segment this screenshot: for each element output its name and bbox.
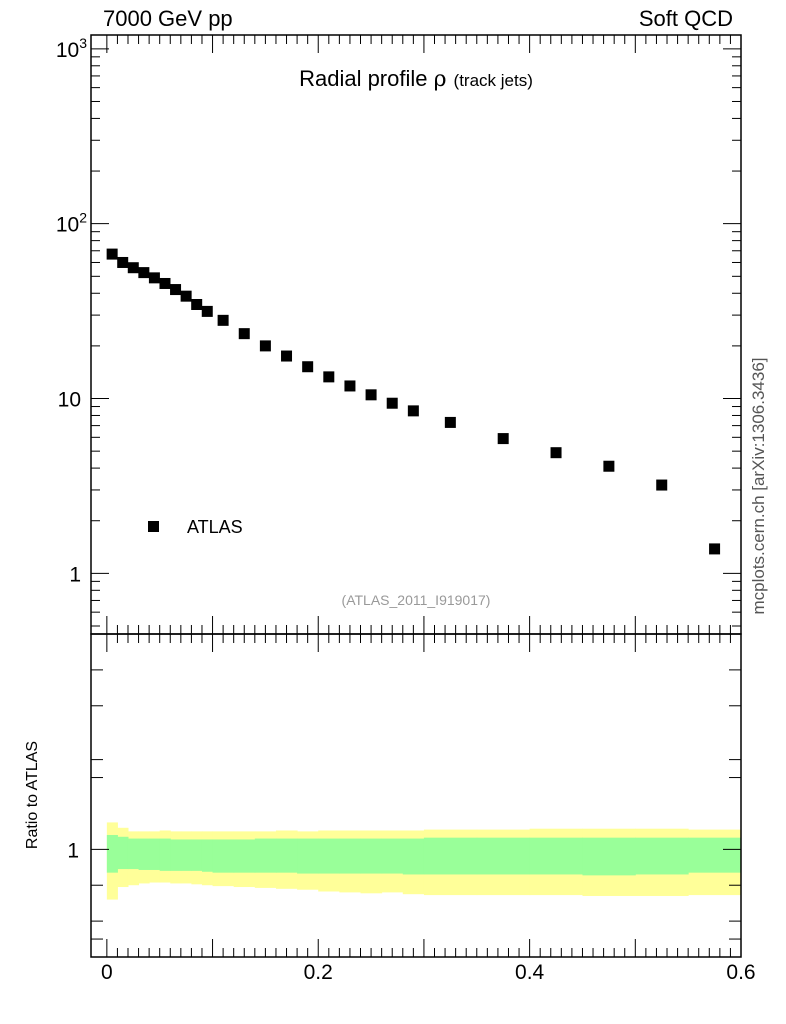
ratio-band-inner-bin bbox=[201, 839, 214, 872]
ratio-band-inner-bin bbox=[423, 837, 478, 875]
chart-text: 1 10 102 103 0 0.2 0.4 0.6 1 Radial profile ρ (tr… bbox=[24, 35, 768, 984]
data-point-atlas bbox=[201, 305, 213, 317]
data-point-atlas bbox=[603, 460, 615, 472]
ratio-band-inner-bin bbox=[149, 838, 161, 870]
side-source-label: mcplots.cern.ch [arXiv:1306.3436] bbox=[749, 357, 768, 614]
x-tick-label: 0.2 bbox=[304, 961, 333, 984]
ratio-band-inner-bin bbox=[635, 837, 689, 875]
ratio-band-inner-bin bbox=[212, 839, 235, 873]
ratio-band-inner-bin bbox=[360, 838, 383, 874]
ratio-band-inner-bin bbox=[339, 838, 362, 874]
ratio-y-tick-label: 1 bbox=[67, 839, 79, 862]
ratio-band-inner-bin bbox=[170, 839, 182, 871]
data-point-atlas bbox=[117, 256, 129, 268]
ratio-band-inner-bin bbox=[254, 838, 277, 873]
ratio-band-inner-bin bbox=[318, 838, 340, 874]
legend-label-atlas: ATLAS bbox=[187, 517, 243, 537]
y-tick-label: 10 bbox=[58, 389, 81, 412]
ratio-plot-frame bbox=[90, 633, 742, 958]
axis-ticks bbox=[91, 35, 742, 957]
data-point-atlas bbox=[159, 277, 171, 289]
ratio-band-inner-bin bbox=[275, 838, 298, 873]
ratio-band-inner-bin bbox=[297, 838, 319, 874]
ratio-bands bbox=[106, 822, 742, 900]
legend-marker-atlas bbox=[148, 521, 159, 532]
ratio-band-inner-bin bbox=[180, 839, 192, 871]
ratio-band-inner-bin bbox=[191, 839, 203, 871]
ratio-band-inner-bin bbox=[476, 837, 531, 875]
data-point-atlas bbox=[344, 380, 356, 392]
data-point-atlas bbox=[709, 543, 721, 555]
x-tick-label: 0 bbox=[101, 961, 113, 984]
y-tick-label: 102 bbox=[56, 210, 87, 237]
ratio-band-inner-bin bbox=[582, 837, 636, 876]
main-plot-frame bbox=[90, 34, 742, 635]
data-point-atlas bbox=[407, 405, 419, 417]
header-category-label: Soft QCD bbox=[638, 6, 733, 31]
data-point-atlas bbox=[656, 479, 668, 491]
data-point-atlas bbox=[191, 298, 203, 310]
ratio-band-inner-bin bbox=[688, 837, 742, 873]
data-point-atlas bbox=[497, 433, 509, 445]
data-point-atlas bbox=[386, 397, 398, 409]
data-point-atlas bbox=[323, 371, 335, 383]
data-point-atlas bbox=[550, 447, 562, 459]
data-point-atlas bbox=[238, 328, 250, 340]
data-point-atlas bbox=[127, 262, 139, 274]
plot-frames bbox=[90, 34, 742, 958]
y-tick-label: 1 bbox=[69, 563, 81, 586]
data-point-atlas bbox=[138, 267, 150, 279]
ratio-band-inner-bin bbox=[127, 838, 140, 870]
reference-label: (ATLAS_2011_I919017) bbox=[342, 592, 491, 608]
data-point-atlas bbox=[365, 389, 377, 401]
ratio-band-inner-bin bbox=[402, 838, 425, 875]
header-energy-label: 7000 GeV pp bbox=[103, 6, 233, 31]
data-point-atlas bbox=[180, 290, 192, 302]
data-point-atlas bbox=[444, 416, 456, 428]
ratio-y-axis-label: Ratio to ATLAS bbox=[24, 741, 41, 849]
data-points bbox=[106, 248, 721, 555]
data-point-atlas bbox=[281, 350, 293, 362]
data-point-atlas bbox=[259, 340, 271, 352]
data-point-atlas bbox=[302, 361, 314, 373]
ratio-band-inner-bin bbox=[159, 838, 171, 871]
ratio-band-inner-bin bbox=[106, 834, 118, 873]
x-tick-label: 0.4 bbox=[515, 961, 545, 984]
data-point-atlas bbox=[170, 284, 182, 296]
ratio-band-inner-bin bbox=[138, 838, 150, 870]
ratio-band-inner-bin bbox=[529, 837, 583, 875]
x-tick-label: 0.6 bbox=[726, 961, 755, 984]
data-point-atlas bbox=[217, 314, 229, 326]
data-point-atlas bbox=[148, 272, 160, 284]
chart-title: Radial profile ρ (track jets) bbox=[299, 66, 533, 92]
ratio-band-inner-bin bbox=[233, 839, 256, 873]
y-tick-label: 103 bbox=[56, 35, 87, 62]
ratio-band-inner-bin bbox=[381, 838, 404, 874]
data-point-atlas bbox=[106, 248, 118, 260]
ratio-band-inner-bin bbox=[117, 836, 129, 870]
